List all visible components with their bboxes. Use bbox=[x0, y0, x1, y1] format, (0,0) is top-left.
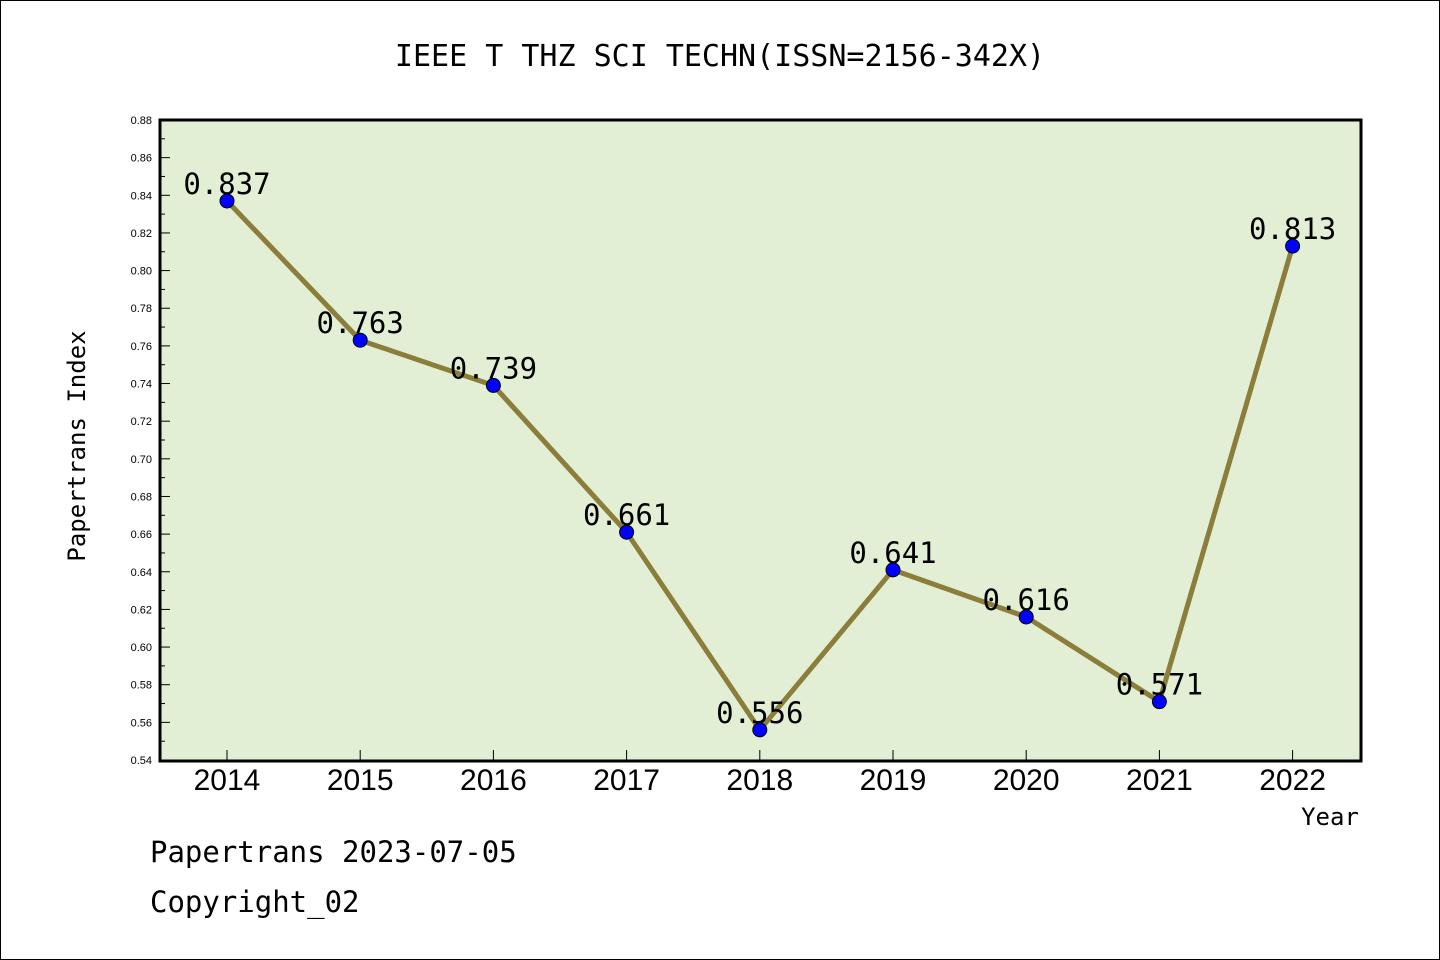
plot-area bbox=[158, 118, 1363, 763]
y-tick-label: 0.84 bbox=[131, 190, 152, 202]
y-axis: 0.54 0.56 0.58 0.60 0.62 0.64 0.66 0.68 0.70 0.72… bbox=[131, 115, 170, 767]
data-label: 0.616 bbox=[983, 583, 1070, 617]
y-tick-label: 0.76 bbox=[131, 341, 152, 353]
footer-date: Papertrans 2023-07-05 bbox=[150, 835, 517, 869]
x-axis-label: Year bbox=[1301, 803, 1359, 831]
y-tick-label: 0.62 bbox=[131, 604, 152, 616]
data-labels: 0.837 0.763 0.739 0.661 0.556 0.641 0.616 0.571… bbox=[183, 167, 1336, 730]
y-tick-label: 0.78 bbox=[131, 303, 152, 315]
data-label: 0.763 bbox=[317, 306, 404, 340]
y-tick-label: 0.56 bbox=[131, 717, 152, 729]
x-tick-label: 2022 bbox=[1259, 764, 1326, 797]
data-markers bbox=[219, 193, 1301, 738]
x-tick-label: 2019 bbox=[860, 764, 927, 797]
y-tick-label: 0.70 bbox=[131, 454, 152, 466]
x-tick-label: 2018 bbox=[726, 764, 793, 797]
x-tick-label: 2016 bbox=[460, 764, 527, 797]
data-label: 0.837 bbox=[183, 167, 270, 201]
data-label: 0.739 bbox=[450, 351, 537, 385]
data-point bbox=[885, 562, 901, 578]
y-tick-label: 0.68 bbox=[131, 491, 152, 503]
x-tick-label: 2021 bbox=[1126, 764, 1193, 797]
x-tick-label: 2017 bbox=[593, 764, 660, 797]
y-tick-label: 0.74 bbox=[131, 379, 152, 391]
data-point bbox=[1018, 609, 1034, 625]
data-point bbox=[1151, 694, 1167, 710]
y-tick-label: 0.80 bbox=[131, 266, 152, 278]
y-axis-label: Papertrans Index bbox=[63, 330, 91, 561]
data-point bbox=[1285, 238, 1301, 254]
y-tick-label: 0.88 bbox=[131, 115, 152, 127]
data-point bbox=[619, 524, 635, 540]
data-label: 0.556 bbox=[716, 696, 803, 730]
data-label: 0.813 bbox=[1249, 212, 1336, 246]
data-point bbox=[752, 722, 768, 738]
data-label: 0.641 bbox=[849, 536, 936, 570]
data-label: 0.571 bbox=[1116, 668, 1203, 702]
y-tick-label: 0.60 bbox=[131, 642, 152, 654]
data-label: 0.661 bbox=[583, 498, 670, 532]
chart-title: IEEE T THZ SCI TECHN(ISSN=2156-342X) bbox=[395, 39, 1045, 74]
y-tick-label: 0.86 bbox=[131, 153, 152, 165]
x-tick-label: 2015 bbox=[327, 764, 394, 797]
y-tick-label: 0.82 bbox=[131, 228, 152, 240]
data-point bbox=[352, 332, 368, 348]
y-tick-label: 0.66 bbox=[131, 529, 152, 541]
y-tick-label: 0.64 bbox=[131, 567, 152, 579]
y-tick-label: 0.72 bbox=[131, 416, 152, 428]
data-point bbox=[219, 193, 235, 209]
x-tick-label: 2020 bbox=[993, 764, 1060, 797]
x-axis: 2014 2015 2016 2017 2018 2019 2020 2021 2022 bbox=[194, 750, 1326, 797]
y-tick-label: 0.54 bbox=[131, 755, 152, 767]
y-tick-label: 0.58 bbox=[131, 680, 152, 692]
x-tick-label: 2014 bbox=[194, 764, 261, 797]
footer-copyright: Copyright_02 bbox=[150, 885, 360, 919]
data-point bbox=[485, 377, 501, 393]
